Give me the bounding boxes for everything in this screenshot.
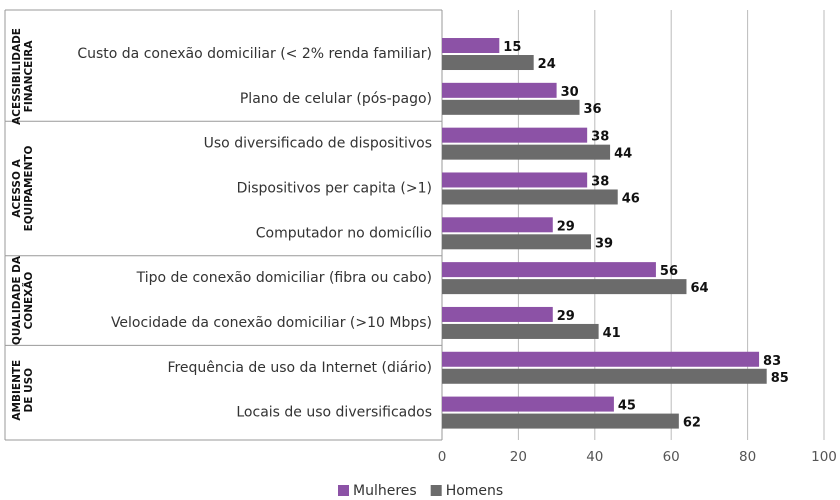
x-tick-label: 0 [438,449,447,465]
bar [442,413,679,429]
bar [442,55,534,71]
group-label: ACESSO A [11,158,23,217]
bar [442,217,553,233]
group-label: CONEXÃO [22,272,35,330]
legend-label: Homens [446,483,504,499]
category-label: Velocidade da conexão domiciliar (>10 Mb… [111,315,432,331]
value-label: 44 [614,147,632,162]
bar [442,189,618,205]
value-label: 56 [660,264,678,279]
bar [442,172,588,188]
value-label: 38 [591,130,609,145]
bar [442,279,687,295]
value-label: 85 [771,371,789,386]
category-label: Custo da conexão domiciliar (< 2% renda … [77,46,432,62]
group-label: FINANCEIRA [23,40,35,113]
value-label: 29 [557,219,575,234]
category-label: Plano de celular (pós-pago) [240,91,432,107]
legend-swatch [430,485,442,496]
bar [442,127,588,143]
bar [442,396,614,412]
value-label: 29 [557,309,575,324]
value-label: 15 [503,40,521,55]
x-tick-label: 40 [586,449,603,465]
value-label: 30 [561,85,579,100]
bar [442,368,767,384]
value-label: 41 [603,326,621,341]
x-tick-label: 60 [663,449,680,465]
x-tick-label: 80 [739,449,756,465]
x-tick-label: 20 [510,449,527,465]
x-tick-label: 100 [811,449,837,465]
group-label: ACESSIBILIDADE [11,28,23,125]
legend-swatch [338,485,349,496]
value-label: 46 [622,191,640,206]
legend-label: Mulheres [353,483,417,499]
bar [442,351,760,367]
group-label: DE USO [23,368,35,413]
bar [442,99,580,115]
bar [442,82,557,98]
value-label: 83 [763,354,781,369]
value-label: 36 [584,102,602,117]
bar [442,262,656,278]
category-label: Locais de uso diversificados [236,405,432,421]
category-label: Frequência de uso da Internet (diário) [167,360,432,376]
bar [442,234,591,250]
value-label: 24 [538,57,556,72]
bar [442,306,553,322]
value-label: 38 [591,174,609,189]
value-label: 62 [683,416,701,431]
category-label: Dispositivos per capita (>1) [237,180,432,196]
value-label: 45 [618,399,636,414]
bar [442,144,611,160]
group-label: AMBIENTE [11,360,23,421]
category-label: Tipo de conexão domiciliar (fibra ou cab… [136,270,432,286]
group-label: QUALIDADE DA [11,255,23,345]
value-label: 39 [595,236,613,251]
group-label: EQUIPAMENTO [23,145,35,231]
category-label: Uso diversificado de dispositivos [204,136,432,152]
category-label: Computador no domicílio [256,225,432,241]
value-label: 64 [690,281,708,296]
bar [442,38,500,54]
bar [442,323,599,339]
